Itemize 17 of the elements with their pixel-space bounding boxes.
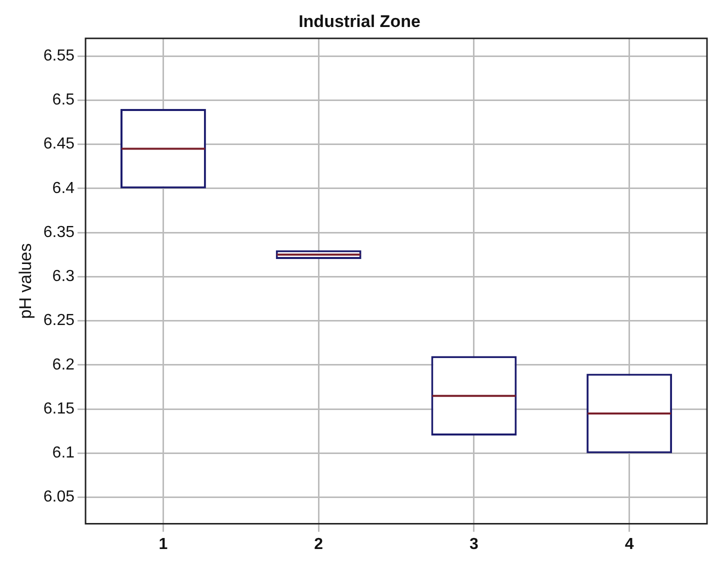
y-tick-label: 6.25 [43,312,75,330]
y-tick-label: 6.45 [43,136,75,153]
x-tick-label: 3 [470,536,478,553]
x-tick-label: 2 [314,536,324,553]
y-tick-label: 6.4 [52,180,75,197]
y-tick-label: 6.1 [52,444,75,462]
y-tick-label: 6.2 [52,356,75,374]
y-tick-label: 6.35 [43,224,75,241]
y-tick-label: 6.05 [43,488,75,506]
y-axis-title: pH values [16,243,35,319]
x-tick-label: 1 [158,536,168,553]
y-tick-label: 6.3 [52,268,75,286]
y-tick-label: 6.55 [43,47,75,64]
y-tick-label: 6.15 [43,400,75,418]
y-tick-label: 6.5 [52,92,75,109]
chart-title: Industrial Zone [298,12,420,31]
x-tick-label: 4 [624,536,634,553]
